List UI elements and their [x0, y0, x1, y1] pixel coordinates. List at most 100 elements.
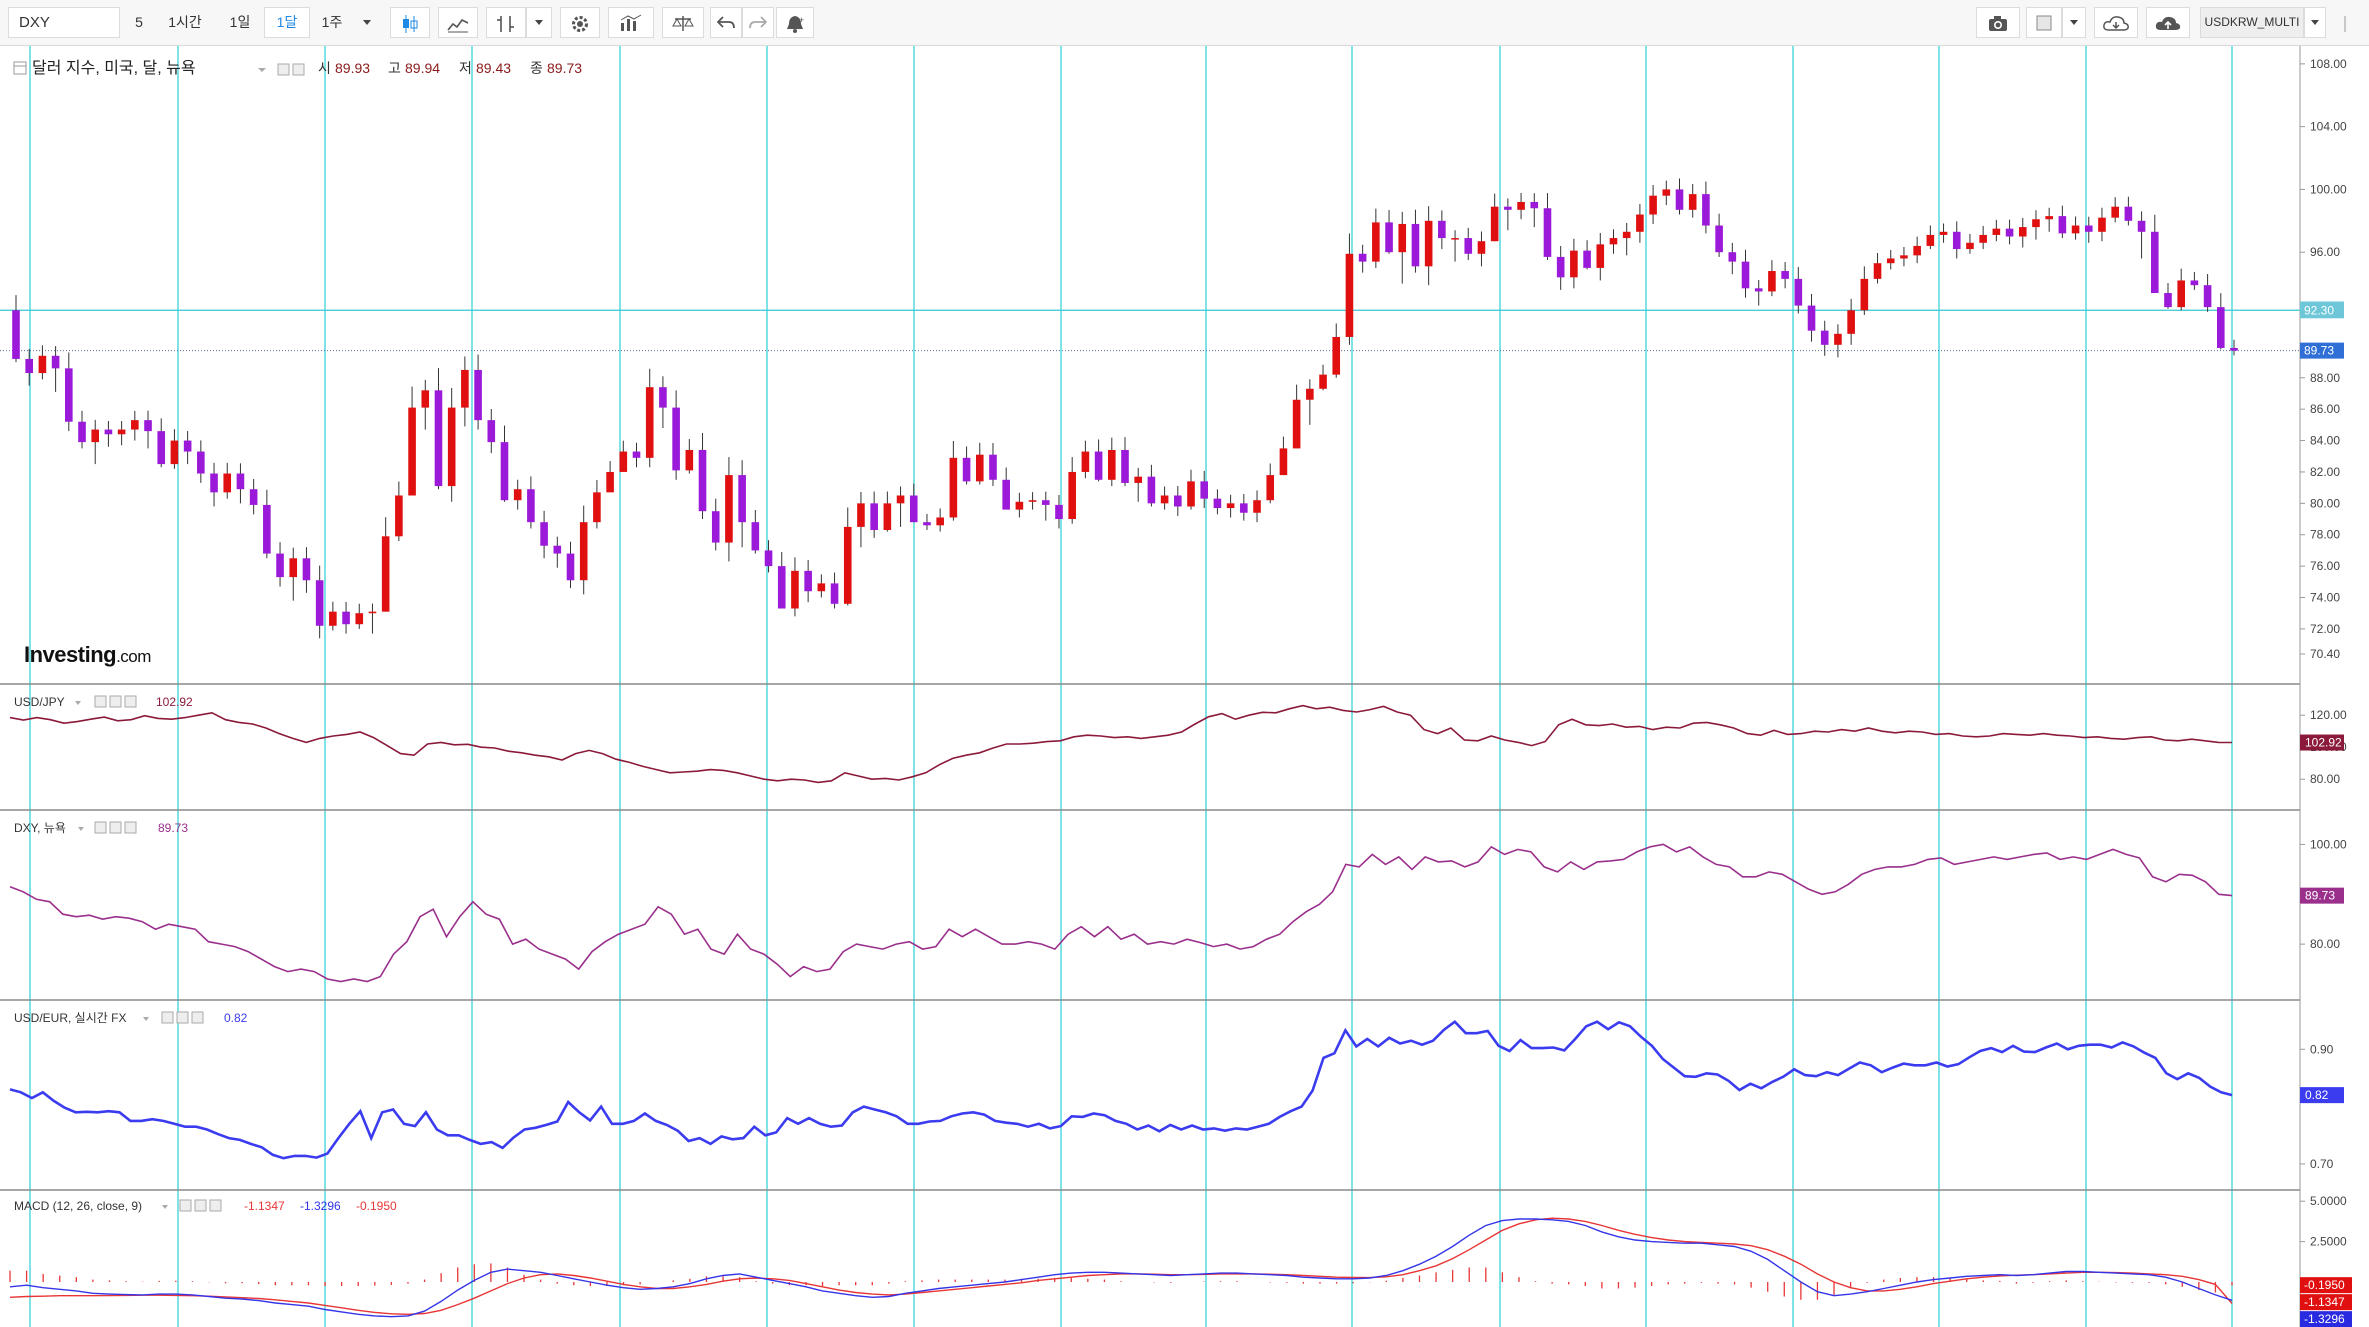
- dxy-ny-pane[interactable]: 100.00 80.00 89.73 DXY, 뉴욕 89.73: [9, 821, 2347, 983]
- color-dropdown-icon[interactable]: [2062, 7, 2086, 38]
- indicator-icon[interactable]: [486, 7, 526, 38]
- candle-up: [1570, 250, 1578, 278]
- undo-icon[interactable]: [710, 7, 742, 38]
- price-tag-label: 89.73: [2304, 344, 2334, 358]
- macd-tag-label: -1.3296: [2304, 1312, 2345, 1326]
- interval-1w-button[interactable]: 1주: [321, 14, 343, 30]
- tick-label: 74.00: [2310, 591, 2340, 605]
- usdeur-line: [9, 1019, 2233, 1160]
- interval-1mo-button[interactable]: 1달: [264, 7, 310, 38]
- legend-close-icon[interactable]: [209, 1199, 222, 1212]
- legend-settings-icon[interactable]: [109, 695, 122, 708]
- candle-down: [1675, 189, 1684, 210]
- tick-label: 80.00: [2310, 496, 2340, 510]
- candle-up: [606, 471, 614, 493]
- main-candlestick-pane[interactable]: 108.00 104.00 100.00 96.00 88.00 86.00 84.00 82…: [0, 57, 2347, 661]
- legend-visibility-icon[interactable]: [179, 1199, 192, 1212]
- tick-label: 70.40: [2310, 647, 2340, 661]
- legend-close-icon[interactable]: [124, 695, 137, 708]
- candlestick-chart-icon[interactable]: [390, 7, 430, 38]
- legend-settings-icon[interactable]: [109, 821, 122, 834]
- chart-area[interactable]: 108.00 104.00 100.00 96.00 88.00 86.00 84.00 82…: [0, 46, 2369, 1327]
- candle-down: [2058, 216, 2067, 234]
- cloud-load-icon[interactable]: [2094, 7, 2138, 38]
- candle-down: [672, 407, 680, 471]
- candle-up: [1292, 399, 1301, 449]
- macd-pane[interactable]: 5.0000 2.5000 -0.1950 -1.1347 -1.3296 MACD …: [9, 1194, 2352, 1327]
- legend-close-icon[interactable]: [191, 1011, 204, 1024]
- line-chart-icon[interactable]: [438, 7, 478, 38]
- candle-up: [936, 517, 944, 526]
- usdjpy-value: 102.92: [156, 695, 193, 709]
- candle-up: [579, 522, 588, 581]
- candle-up: [1873, 263, 1882, 279]
- legend-visibility-icon[interactable]: [161, 1011, 174, 1024]
- legend-settings-icon[interactable]: [292, 63, 305, 76]
- fullscreen-icon[interactable]: [2330, 7, 2360, 38]
- candle-down: [1438, 220, 1446, 239]
- symbol-input[interactable]: DXY: [8, 7, 120, 38]
- legend-controls[interactable]: [258, 63, 305, 76]
- legend-close-icon[interactable]: [124, 821, 137, 834]
- candle-down: [553, 545, 562, 554]
- investing-logo: Investing.com: [24, 642, 151, 668]
- gear-icon[interactable]: [560, 7, 600, 38]
- candle-up: [2098, 217, 2106, 232]
- low-value: 89.43: [476, 60, 511, 76]
- candle-down: [751, 522, 760, 551]
- alert-bell-icon[interactable]: +: [776, 7, 814, 38]
- color-picker-icon[interactable]: [2026, 7, 2062, 38]
- candle-down: [830, 583, 839, 604]
- interval-5-button[interactable]: 5: [135, 14, 143, 30]
- legend-visibility-icon[interactable]: [94, 821, 107, 834]
- legend-dropdown-icon[interactable]: [143, 1017, 149, 1021]
- candle-up: [1081, 451, 1090, 472]
- logo-brand: Investing: [24, 642, 117, 667]
- tick-label: 100.00: [2310, 837, 2347, 851]
- tick-label: 2.5000: [2310, 1235, 2347, 1249]
- legend-settings-icon[interactable]: [176, 1011, 189, 1024]
- interval-1h-button[interactable]: 1시간: [168, 14, 202, 30]
- candle-up: [857, 503, 865, 527]
- macd-value: -1.1347: [244, 1199, 285, 1213]
- open-label: 시: [318, 60, 331, 76]
- macd-tag-bg: [2300, 1311, 2352, 1327]
- legend-dropdown-icon[interactable]: [258, 68, 266, 72]
- candle-up: [131, 420, 139, 430]
- last-value-tag-bg: [2300, 734, 2344, 751]
- redo-icon[interactable]: [742, 7, 774, 38]
- legend-dropdown-icon[interactable]: [75, 701, 81, 705]
- dxy-ny-legend: DXY, 뉴욕 89.73: [14, 821, 188, 835]
- legend-dropdown-icon[interactable]: [162, 1205, 168, 1209]
- interval-dropdown-icon[interactable]: [354, 7, 380, 38]
- legend-visibility-icon[interactable]: [94, 695, 107, 708]
- candle-up: [1768, 271, 1776, 292]
- last-value-tag-label: 89.73: [2305, 889, 2335, 903]
- collapse-icon[interactable]: [13, 61, 27, 75]
- legend-dropdown-icon[interactable]: [78, 827, 84, 831]
- candle-up: [1900, 255, 1908, 259]
- compare-scale-icon[interactable]: [662, 7, 704, 38]
- usdeur-pane[interactable]: 0.90 0.70 0.82 USD/EUR, 실시간 FX 0.82: [9, 1011, 2344, 1171]
- candle-down: [1504, 206, 1512, 210]
- compare-dropdown-icon[interactable]: [2304, 7, 2326, 38]
- candle-down: [1543, 208, 1552, 257]
- candle-up: [1860, 278, 1869, 311]
- candle-up: [1451, 238, 1459, 240]
- camera-icon[interactable]: [1976, 7, 2020, 38]
- legend-settings-icon[interactable]: [194, 1199, 207, 1212]
- usdjpy-last-tag: 102.92: [2300, 734, 2344, 751]
- studies-icon[interactable]: [608, 7, 654, 38]
- candle-down: [104, 429, 113, 435]
- legend-visibility-icon[interactable]: [277, 63, 290, 76]
- interval-1d-button[interactable]: 1일: [229, 14, 251, 30]
- compare-symbol-input[interactable]: USDKRW_MULTI: [2200, 7, 2304, 38]
- candle-down: [738, 475, 746, 523]
- cloud-save-icon[interactable]: [2146, 7, 2190, 38]
- indicator-dropdown-icon[interactable]: [526, 7, 552, 38]
- candle-down: [909, 495, 918, 523]
- candle-down: [1702, 194, 1710, 226]
- candle-down: [1411, 223, 1420, 267]
